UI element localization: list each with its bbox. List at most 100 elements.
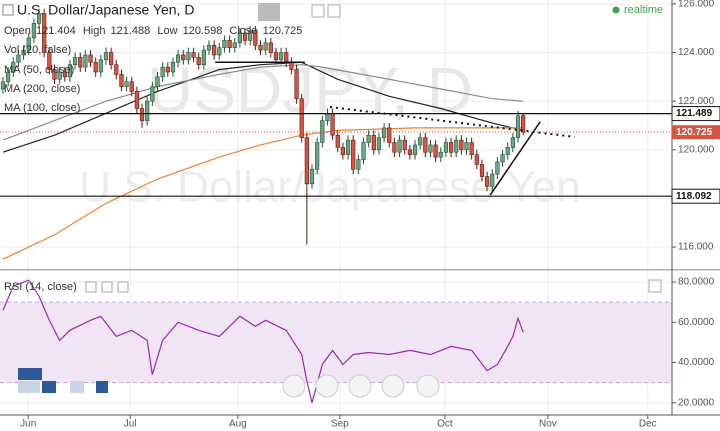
candle-body — [109, 52, 114, 65]
x-tick-label: Sep — [331, 419, 349, 430]
candle-body — [93, 61, 98, 73]
last-price-box — [672, 125, 720, 140]
candle-body — [335, 134, 340, 148]
candle-body — [160, 66, 165, 78]
candle-body — [26, 37, 31, 51]
close-icon[interactable] — [327, 4, 341, 18]
watermark: USDJPY, D — [147, 54, 473, 126]
candle-body — [83, 54, 88, 68]
x-tick-label: Jun — [20, 419, 36, 430]
volume-legend: Vol (20, false) — [4, 44, 71, 56]
candle-body — [469, 142, 474, 155]
candle-body — [397, 139, 402, 153]
block — [96, 381, 108, 393]
block — [18, 368, 42, 380]
rsi-icon[interactable] — [85, 281, 97, 293]
scroll-left-button[interactable] — [282, 374, 306, 398]
candle-body — [191, 52, 196, 58]
rsi-icon[interactable] — [101, 281, 113, 293]
candle-body — [289, 61, 294, 70]
block — [42, 381, 56, 393]
candle-body — [237, 32, 242, 44]
y-tick-label: 40.0000 — [678, 357, 715, 368]
candle-body — [124, 81, 129, 87]
x-tick-label: Aug — [229, 419, 247, 430]
candle-body — [78, 57, 83, 68]
candle-body — [356, 159, 361, 170]
y-tick-label: 124.000 — [678, 47, 715, 58]
collapse-icon[interactable] — [2, 4, 14, 16]
candle-body — [206, 44, 212, 51]
obscured-blocks — [18, 368, 108, 393]
candle-body — [521, 115, 526, 133]
scroll-right-button[interactable] — [416, 374, 440, 398]
candle-body — [423, 137, 428, 153]
zoom-in-button[interactable] — [381, 374, 405, 398]
candle-body — [382, 127, 387, 138]
ohlc-label: High — [83, 25, 106, 37]
candle-body — [181, 54, 186, 61]
candle-body — [273, 52, 279, 61]
candle-body — [170, 61, 176, 73]
candle-body — [284, 52, 289, 63]
y-tick-label: 120.000 — [678, 144, 715, 155]
candle-body — [98, 59, 103, 73]
zoom-out-button[interactable] — [315, 374, 339, 398]
candle-body — [232, 42, 237, 48]
candle-body — [505, 147, 510, 155]
candle-body — [196, 57, 201, 65]
legend: U.S. Dollar/Japanese Yen, D Open 121.404… — [2, 2, 663, 293]
candle-body — [433, 144, 438, 158]
candle-body — [304, 137, 309, 185]
chart-title: U.S. Dollar/Japanese Yen, D — [17, 2, 194, 18]
candle-body — [119, 74, 124, 87]
candle-body — [227, 40, 232, 48]
zoom-controls — [282, 374, 440, 398]
candle-body — [201, 49, 206, 65]
candle-body — [11, 61, 16, 73]
pane-separator — [0, 269, 720, 271]
candle-body — [448, 142, 454, 153]
ohlc-legend: Open 121.404 High 121.488 Low 120.598 Cl… — [4, 25, 302, 37]
candle-body — [315, 142, 320, 170]
candle-body — [139, 108, 145, 121]
candle-body — [402, 139, 407, 151]
candle-body — [510, 137, 515, 148]
candle-body — [52, 69, 57, 80]
x-tick-label: Nov — [539, 419, 557, 430]
block — [18, 381, 40, 393]
ohlc-value: 121.488 — [111, 25, 151, 37]
candle-body — [500, 154, 505, 163]
candle-body — [42, 13, 47, 53]
ohlc-label: Open — [4, 25, 31, 37]
candle-body — [485, 176, 490, 187]
candle-body — [407, 149, 412, 155]
candle-body — [325, 113, 330, 121]
candle-body — [418, 137, 423, 146]
candle-body — [129, 81, 134, 92]
x-tick-label: Jul — [124, 419, 137, 430]
reset-button[interactable] — [348, 374, 372, 398]
candle-body — [294, 69, 299, 100]
candle-body — [0, 81, 6, 90]
candle-body — [36, 13, 42, 24]
candle-body — [515, 115, 521, 138]
ohlc-value: 120.725 — [263, 25, 303, 37]
level-label-box — [671, 106, 720, 122]
candle-body — [464, 142, 469, 151]
candle-body — [361, 142, 366, 160]
y-tick-label: 60.0000 — [678, 317, 715, 328]
candle-body — [16, 54, 21, 63]
rsi-icon[interactable] — [117, 281, 129, 293]
rsi-line — [2, 279, 524, 403]
candle-body — [454, 139, 459, 153]
candle-body — [258, 44, 263, 51]
candle-body — [428, 144, 433, 153]
pane-icon[interactable] — [648, 279, 662, 293]
settings-icon[interactable] — [311, 4, 325, 18]
candle-body — [21, 49, 26, 56]
candle-body — [165, 66, 170, 73]
level-label: 121.489 — [676, 108, 713, 119]
candle-body — [443, 142, 449, 153]
